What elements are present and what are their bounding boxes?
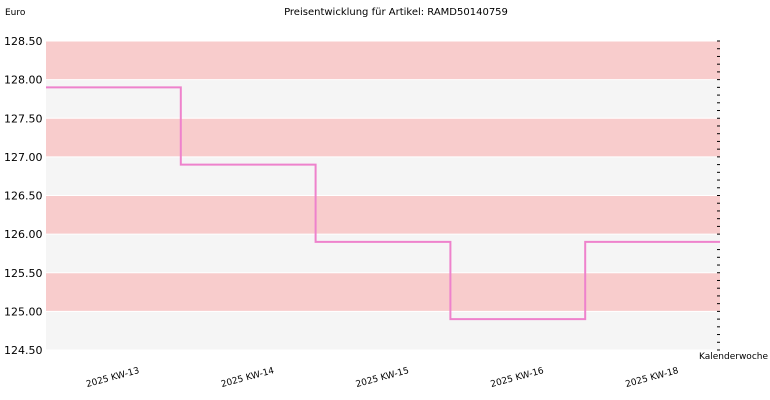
- background-band: [46, 311, 720, 350]
- background-band: [46, 41, 720, 80]
- y-tick-label: 127.50: [4, 112, 43, 125]
- background-band: [46, 272, 720, 312]
- y-tick-label: 126.50: [4, 190, 43, 203]
- background-band: [46, 79, 720, 119]
- chart-title: Preisentwicklung für Artikel: RAMD501407…: [284, 7, 508, 18]
- background-band: [46, 234, 720, 273]
- price-step-line: [46, 86, 720, 321]
- x-tick-label: 2025 KW-16: [490, 366, 546, 390]
- x-tick-label: 2025 KW-15: [355, 366, 410, 390]
- price-series: [46, 86, 720, 321]
- y-tick-label: 125.50: [4, 267, 43, 280]
- y-tick-label: 126.00: [4, 228, 43, 241]
- y-axis-title: Euro: [5, 8, 26, 18]
- x-axis-tick-labels: 2025 KW-13 2025 KW-14 2025 KW-15 2025 KW-16…: [85, 366, 680, 390]
- background-band: [46, 195, 720, 235]
- y-tick-label: 124.50: [4, 344, 43, 357]
- x-tick-label: 2025 KW-14: [220, 366, 276, 390]
- y-tick-label: 128.00: [4, 74, 43, 87]
- x-tick-label: 2025 KW-18: [624, 366, 680, 390]
- plot-background-bands: [46, 40, 720, 351]
- y-tick-label: 127.00: [4, 151, 43, 164]
- x-axis-title: Kalenderwoche: [699, 352, 768, 362]
- y-tick-label: 128.50: [4, 35, 43, 48]
- background-band: [46, 156, 720, 196]
- right-tick-marks: [717, 40, 720, 351]
- background-band: [46, 118, 720, 157]
- y-axis-tick-labels: 128.50 128.00 127.50 127.00 126.50 126.00 125.…: [4, 35, 43, 357]
- x-tick-label: 2025 KW-13: [85, 366, 140, 390]
- y-tick-label: 125.00: [4, 305, 43, 318]
